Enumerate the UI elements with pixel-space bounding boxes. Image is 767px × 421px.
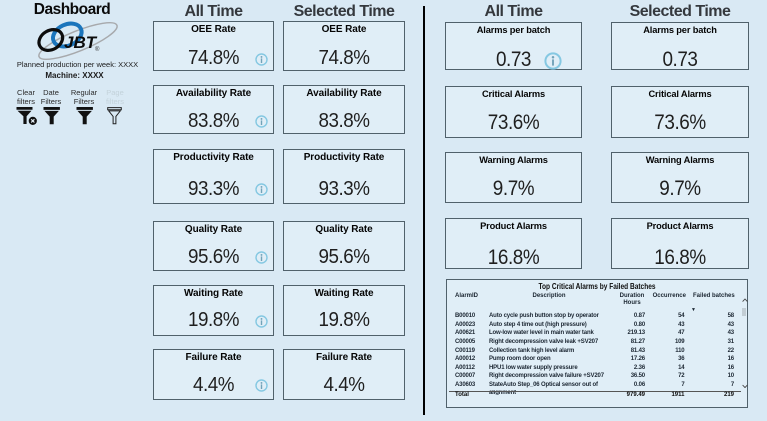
svg-text:®: ® bbox=[95, 46, 100, 53]
svg-text:JBT: JBT bbox=[64, 33, 98, 52]
